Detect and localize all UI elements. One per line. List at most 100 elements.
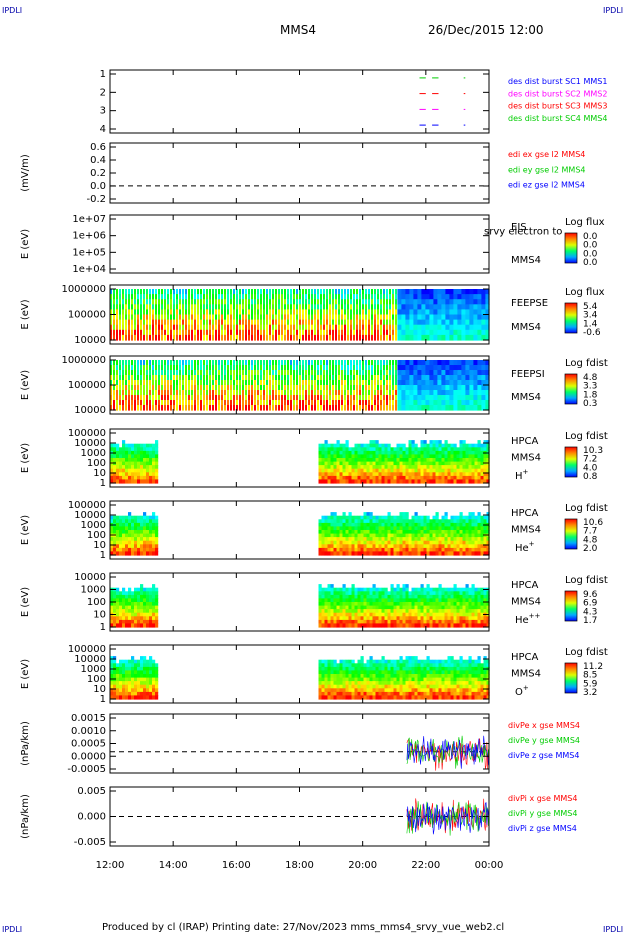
- heatmap-cell: [206, 390, 208, 396]
- heatmap-cell: [375, 623, 379, 628]
- heatmap-cell: [423, 551, 427, 556]
- heatmap-cell: [308, 390, 310, 396]
- heatmap-cell: [441, 390, 446, 396]
- heatmap-cell: [384, 533, 388, 538]
- heatmap-cell: [399, 587, 403, 592]
- heatmap-cell: [444, 526, 448, 531]
- heatmap-cell: [299, 324, 301, 331]
- heatmap-cell: [447, 540, 451, 545]
- heatmap-cell: [396, 519, 400, 524]
- heatmap-cell: [435, 623, 439, 628]
- heatmap-cell: [128, 390, 130, 396]
- heatmap-cell: [408, 591, 412, 596]
- heatmap-cell: [299, 314, 301, 321]
- heatmap-cell: [293, 395, 295, 401]
- heatmap-cell: [327, 458, 331, 463]
- heatmap-cell: [384, 472, 388, 477]
- heatmap-cell: [321, 526, 325, 531]
- heatmap-cell: [329, 309, 331, 316]
- heatmap-cell: [366, 465, 370, 470]
- heatmap-cell: [450, 454, 454, 459]
- heatmap-cell: [227, 314, 229, 321]
- heatmap-cell: [449, 334, 454, 341]
- heatmap-cell: [161, 314, 163, 321]
- heatmap-cell: [125, 479, 129, 484]
- heatmap-cell: [221, 400, 223, 406]
- heatmap-cell: [447, 591, 451, 596]
- heatmap-cell: [215, 289, 217, 295]
- heatmap-cell: [281, 334, 283, 341]
- heatmap-cell: [390, 619, 394, 625]
- heatmap-cell: [146, 309, 148, 316]
- heatmap-cell: [369, 602, 373, 607]
- heatmap-cell: [278, 299, 280, 305]
- heatmap-cell: [194, 390, 196, 396]
- heatmap-cell: [339, 458, 343, 463]
- heatmap-cell: [348, 591, 352, 596]
- heatmap-cell: [137, 468, 141, 473]
- heatmap-cell: [170, 324, 172, 331]
- heatmap-cell: [445, 294, 450, 300]
- heatmap-cell: [360, 587, 364, 592]
- heatmap-cell: [176, 370, 178, 376]
- heatmap-cell: [387, 616, 391, 621]
- heatmap-cell: [441, 475, 445, 481]
- heatmap-cell: [417, 598, 421, 603]
- heatmap-cell: [230, 380, 232, 386]
- heatmap-cell: [444, 461, 448, 466]
- heatmap-cell: [368, 304, 370, 310]
- heatmap-cell: [441, 309, 446, 316]
- heatmap-cell: [395, 309, 397, 316]
- heatmap-cell: [272, 385, 274, 391]
- heatmap-cell: [432, 443, 436, 448]
- heatmap-cell: [188, 329, 190, 336]
- heatmap-cell: [125, 526, 129, 531]
- heatmap-cell: [344, 375, 346, 381]
- heatmap-cell: [314, 360, 316, 366]
- heatmap-cell: [212, 294, 214, 300]
- heatmap-cell: [486, 454, 490, 459]
- heatmap-cell: [134, 587, 138, 592]
- heatmap-cell: [125, 447, 129, 452]
- heatmap-cell: [200, 360, 202, 366]
- heatmap-cell: [122, 609, 126, 614]
- heatmap-cell: [378, 454, 382, 459]
- heatmap-cell: [128, 395, 130, 401]
- heatmap-cell: [320, 390, 322, 396]
- heatmap-cell: [131, 515, 135, 520]
- heatmap-cell: [474, 443, 478, 448]
- heatmap-cell: [333, 594, 337, 600]
- heatmap-cell: [420, 533, 424, 538]
- heatmap-cell: [377, 294, 379, 300]
- heatmap-cell: [125, 537, 129, 542]
- heatmap-cell: [137, 329, 139, 336]
- heatmap-cell: [176, 319, 178, 326]
- heatmap-cell: [435, 537, 439, 542]
- heatmap-cell: [359, 309, 361, 316]
- heatmap-cell: [131, 522, 135, 528]
- heatmap-cell: [453, 461, 457, 466]
- heatmap-cell: [275, 380, 277, 386]
- heatmap-cell: [263, 314, 265, 321]
- heatmap-cell: [477, 522, 481, 528]
- heatmap-cell: [327, 519, 331, 524]
- heatmap-cell: [260, 299, 262, 305]
- heatmap-cell: [173, 314, 175, 321]
- heatmap-cell: [471, 454, 475, 459]
- heatmap-cell: [321, 587, 325, 592]
- heatmap-cell: [417, 304, 422, 310]
- heatmap-cell: [149, 551, 153, 556]
- heatmap-cell: [363, 623, 367, 628]
- heatmap-cell: [305, 304, 307, 310]
- heatmap-cell: [173, 395, 175, 401]
- heatmap-cell: [405, 526, 409, 531]
- heatmap-cell: [293, 370, 295, 376]
- heatmap-cell: [375, 540, 379, 545]
- heatmap-cell: [429, 304, 434, 310]
- heatmap-cell: [335, 400, 337, 406]
- heatmap-cell: [348, 519, 352, 524]
- heatmap-cell: [360, 443, 364, 448]
- heatmap-cell: [164, 400, 166, 406]
- heatmap-cell: [224, 324, 226, 331]
- heatmap-hpca_he2-block: [318, 584, 490, 628]
